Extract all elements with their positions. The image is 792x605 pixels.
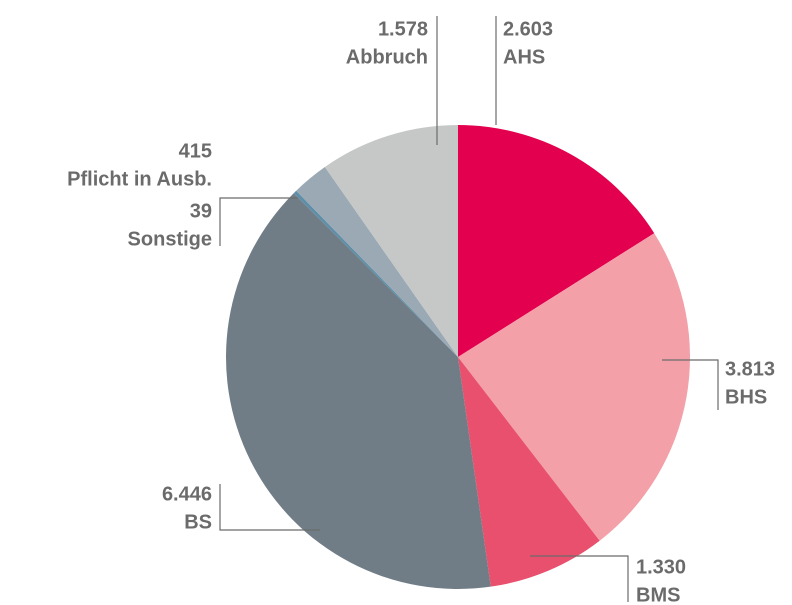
value-label: 6.446	[162, 483, 212, 505]
leader-line	[219, 197, 298, 246]
pie-slice	[458, 357, 600, 587]
pie-slice	[324, 125, 458, 357]
value-label: 3.813	[725, 358, 775, 380]
pie-slice	[458, 125, 655, 357]
value-label: 39	[190, 200, 212, 222]
pie	[225, 125, 690, 590]
pie-slice	[296, 166, 458, 357]
pie-slice	[225, 193, 491, 590]
category-label: Abbruch	[346, 46, 428, 68]
value-label: 2.603	[503, 18, 553, 40]
pie-slice	[293, 190, 458, 357]
pie-slice	[458, 233, 690, 541]
category-label: BHS	[725, 386, 767, 408]
value-label: 1.330	[636, 556, 686, 578]
leader-line	[662, 359, 719, 410]
category-label: BMS	[636, 584, 680, 605]
category-label: BS	[184, 511, 212, 533]
labels: 2.603 AHS 3.813 BHS 1.330 BMS 6.446 BS 39 Sonstig…	[67, 16, 775, 605]
value-label: 1.578	[378, 18, 428, 40]
value-label: 415	[179, 140, 212, 162]
leader-line	[530, 555, 629, 602]
category-label: AHS	[503, 46, 545, 68]
category-label: Pflicht in Ausb.	[67, 168, 212, 190]
leader-line	[219, 484, 320, 531]
category-label: Sonstige	[128, 228, 212, 250]
